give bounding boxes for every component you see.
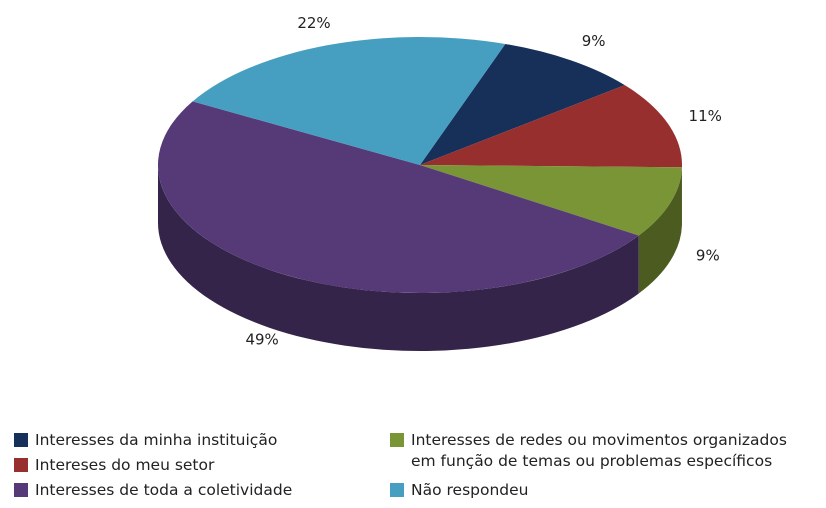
legend-swatch (390, 483, 404, 497)
legend-label: Intereses do meu setor (35, 456, 215, 474)
slice-side (638, 167, 682, 294)
data-label: 9% (582, 32, 606, 50)
legend: Interesses da minha instituição Intereses… (14, 430, 824, 505)
slice (192, 36, 506, 165)
legend-item: Não respondeu (390, 480, 810, 505)
legend-item: Interesses da minha instituição (14, 430, 390, 455)
legend-swatch (14, 458, 28, 472)
data-label: 9% (696, 247, 720, 265)
legend-item: Interesses de toda a coletividade (14, 480, 390, 505)
legend-item: Interesses de redes ou movimentos organi… (390, 430, 810, 480)
legend-swatch (14, 483, 28, 497)
data-label: 11% (689, 107, 722, 125)
legend-label: Não respondeu (411, 481, 529, 499)
slice (420, 165, 682, 236)
slice (157, 101, 639, 294)
legend-item: Intereses do meu setor (14, 455, 390, 480)
slice (420, 43, 625, 166)
data-label: 22% (297, 14, 330, 32)
legend-label: Interesses de redes ou movimentos organi… (411, 431, 787, 470)
slice (420, 85, 682, 168)
legend-swatch (390, 433, 404, 447)
legend-swatch (14, 433, 28, 447)
pie-plot: 9% 11% 9% 49% 22% (157, 14, 722, 352)
legend-label: Interesses de toda a coletividade (35, 481, 293, 499)
slice-side (158, 165, 639, 352)
legend-label: Interesses da minha instituição (35, 431, 278, 449)
data-label: 49% (245, 331, 278, 349)
